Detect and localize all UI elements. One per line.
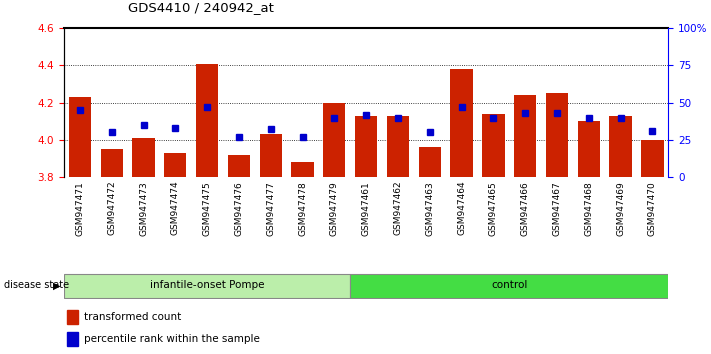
Text: GSM947475: GSM947475	[203, 181, 212, 235]
Text: GSM947471: GSM947471	[75, 181, 85, 235]
Text: GSM947461: GSM947461	[362, 181, 370, 235]
Bar	[355, 116, 378, 177]
Text: GDS4410 / 240942_at: GDS4410 / 240942_at	[128, 1, 274, 14]
Bar	[482, 114, 505, 177]
FancyBboxPatch shape	[351, 274, 668, 298]
Text: GSM947464: GSM947464	[457, 181, 466, 235]
Text: infantile-onset Pompe: infantile-onset Pompe	[150, 280, 264, 290]
Bar	[546, 93, 568, 177]
Bar	[292, 162, 314, 177]
Bar	[324, 103, 346, 177]
Bar	[577, 121, 600, 177]
Bar	[132, 138, 154, 177]
Text: GSM947470: GSM947470	[648, 181, 657, 235]
Text: GSM947472: GSM947472	[107, 181, 116, 235]
Text: percentile rank within the sample: percentile rank within the sample	[84, 334, 260, 344]
Text: GSM947476: GSM947476	[235, 181, 243, 235]
Text: ▶: ▶	[53, 280, 60, 290]
Text: GSM947478: GSM947478	[298, 181, 307, 235]
Bar	[196, 64, 218, 177]
Text: GSM947479: GSM947479	[330, 181, 339, 235]
Bar	[419, 147, 441, 177]
Text: GSM947462: GSM947462	[393, 181, 402, 235]
Bar	[451, 69, 473, 177]
Text: GSM947477: GSM947477	[266, 181, 275, 235]
FancyBboxPatch shape	[64, 274, 351, 298]
Text: GSM947465: GSM947465	[489, 181, 498, 235]
Text: transformed count: transformed count	[84, 312, 181, 322]
Text: GSM947466: GSM947466	[520, 181, 530, 235]
Text: GSM947469: GSM947469	[616, 181, 625, 235]
Text: GSM947467: GSM947467	[552, 181, 562, 235]
Bar	[100, 149, 123, 177]
Bar	[67, 332, 78, 346]
Bar	[228, 155, 250, 177]
Bar	[514, 95, 536, 177]
Bar	[387, 116, 409, 177]
Text: GSM947474: GSM947474	[171, 181, 180, 235]
Bar	[260, 134, 282, 177]
Text: disease state: disease state	[4, 280, 69, 290]
Bar	[67, 310, 78, 324]
Bar	[69, 97, 91, 177]
Bar	[164, 153, 186, 177]
Text: control: control	[491, 280, 528, 290]
Bar	[609, 116, 632, 177]
Text: GSM947463: GSM947463	[425, 181, 434, 235]
Text: GSM947468: GSM947468	[584, 181, 593, 235]
Bar	[641, 140, 663, 177]
Text: GSM947473: GSM947473	[139, 181, 148, 235]
